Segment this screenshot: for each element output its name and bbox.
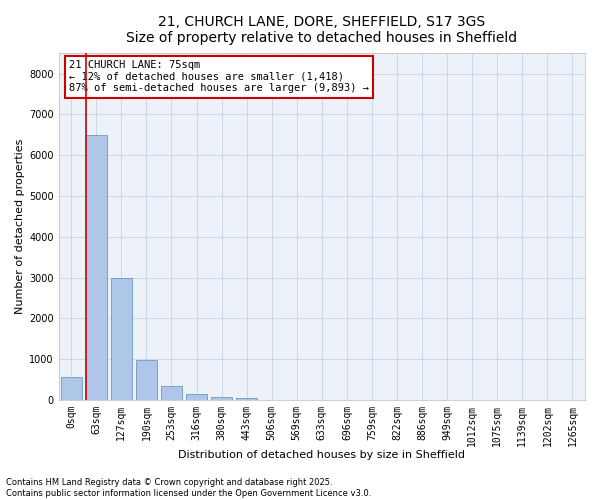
Bar: [61, 378, 82, 400]
X-axis label: Distribution of detached houses by size in Sheffield: Distribution of detached houses by size …: [178, 450, 466, 460]
Text: Contains HM Land Registry data © Crown copyright and database right 2025.
Contai: Contains HM Land Registry data © Crown c…: [6, 478, 371, 498]
Y-axis label: Number of detached properties: Number of detached properties: [15, 139, 25, 314]
Bar: [186, 394, 207, 400]
Bar: [236, 398, 257, 400]
Text: 21 CHURCH LANE: 75sqm
← 12% of detached houses are smaller (1,418)
87% of semi-d: 21 CHURCH LANE: 75sqm ← 12% of detached …: [69, 60, 369, 94]
Bar: [136, 360, 157, 400]
Bar: [211, 396, 232, 400]
Bar: [110, 278, 132, 400]
Title: 21, CHURCH LANE, DORE, SHEFFIELD, S17 3GS
Size of property relative to detached : 21, CHURCH LANE, DORE, SHEFFIELD, S17 3G…: [126, 15, 517, 45]
Bar: [161, 386, 182, 400]
Bar: [86, 135, 107, 400]
